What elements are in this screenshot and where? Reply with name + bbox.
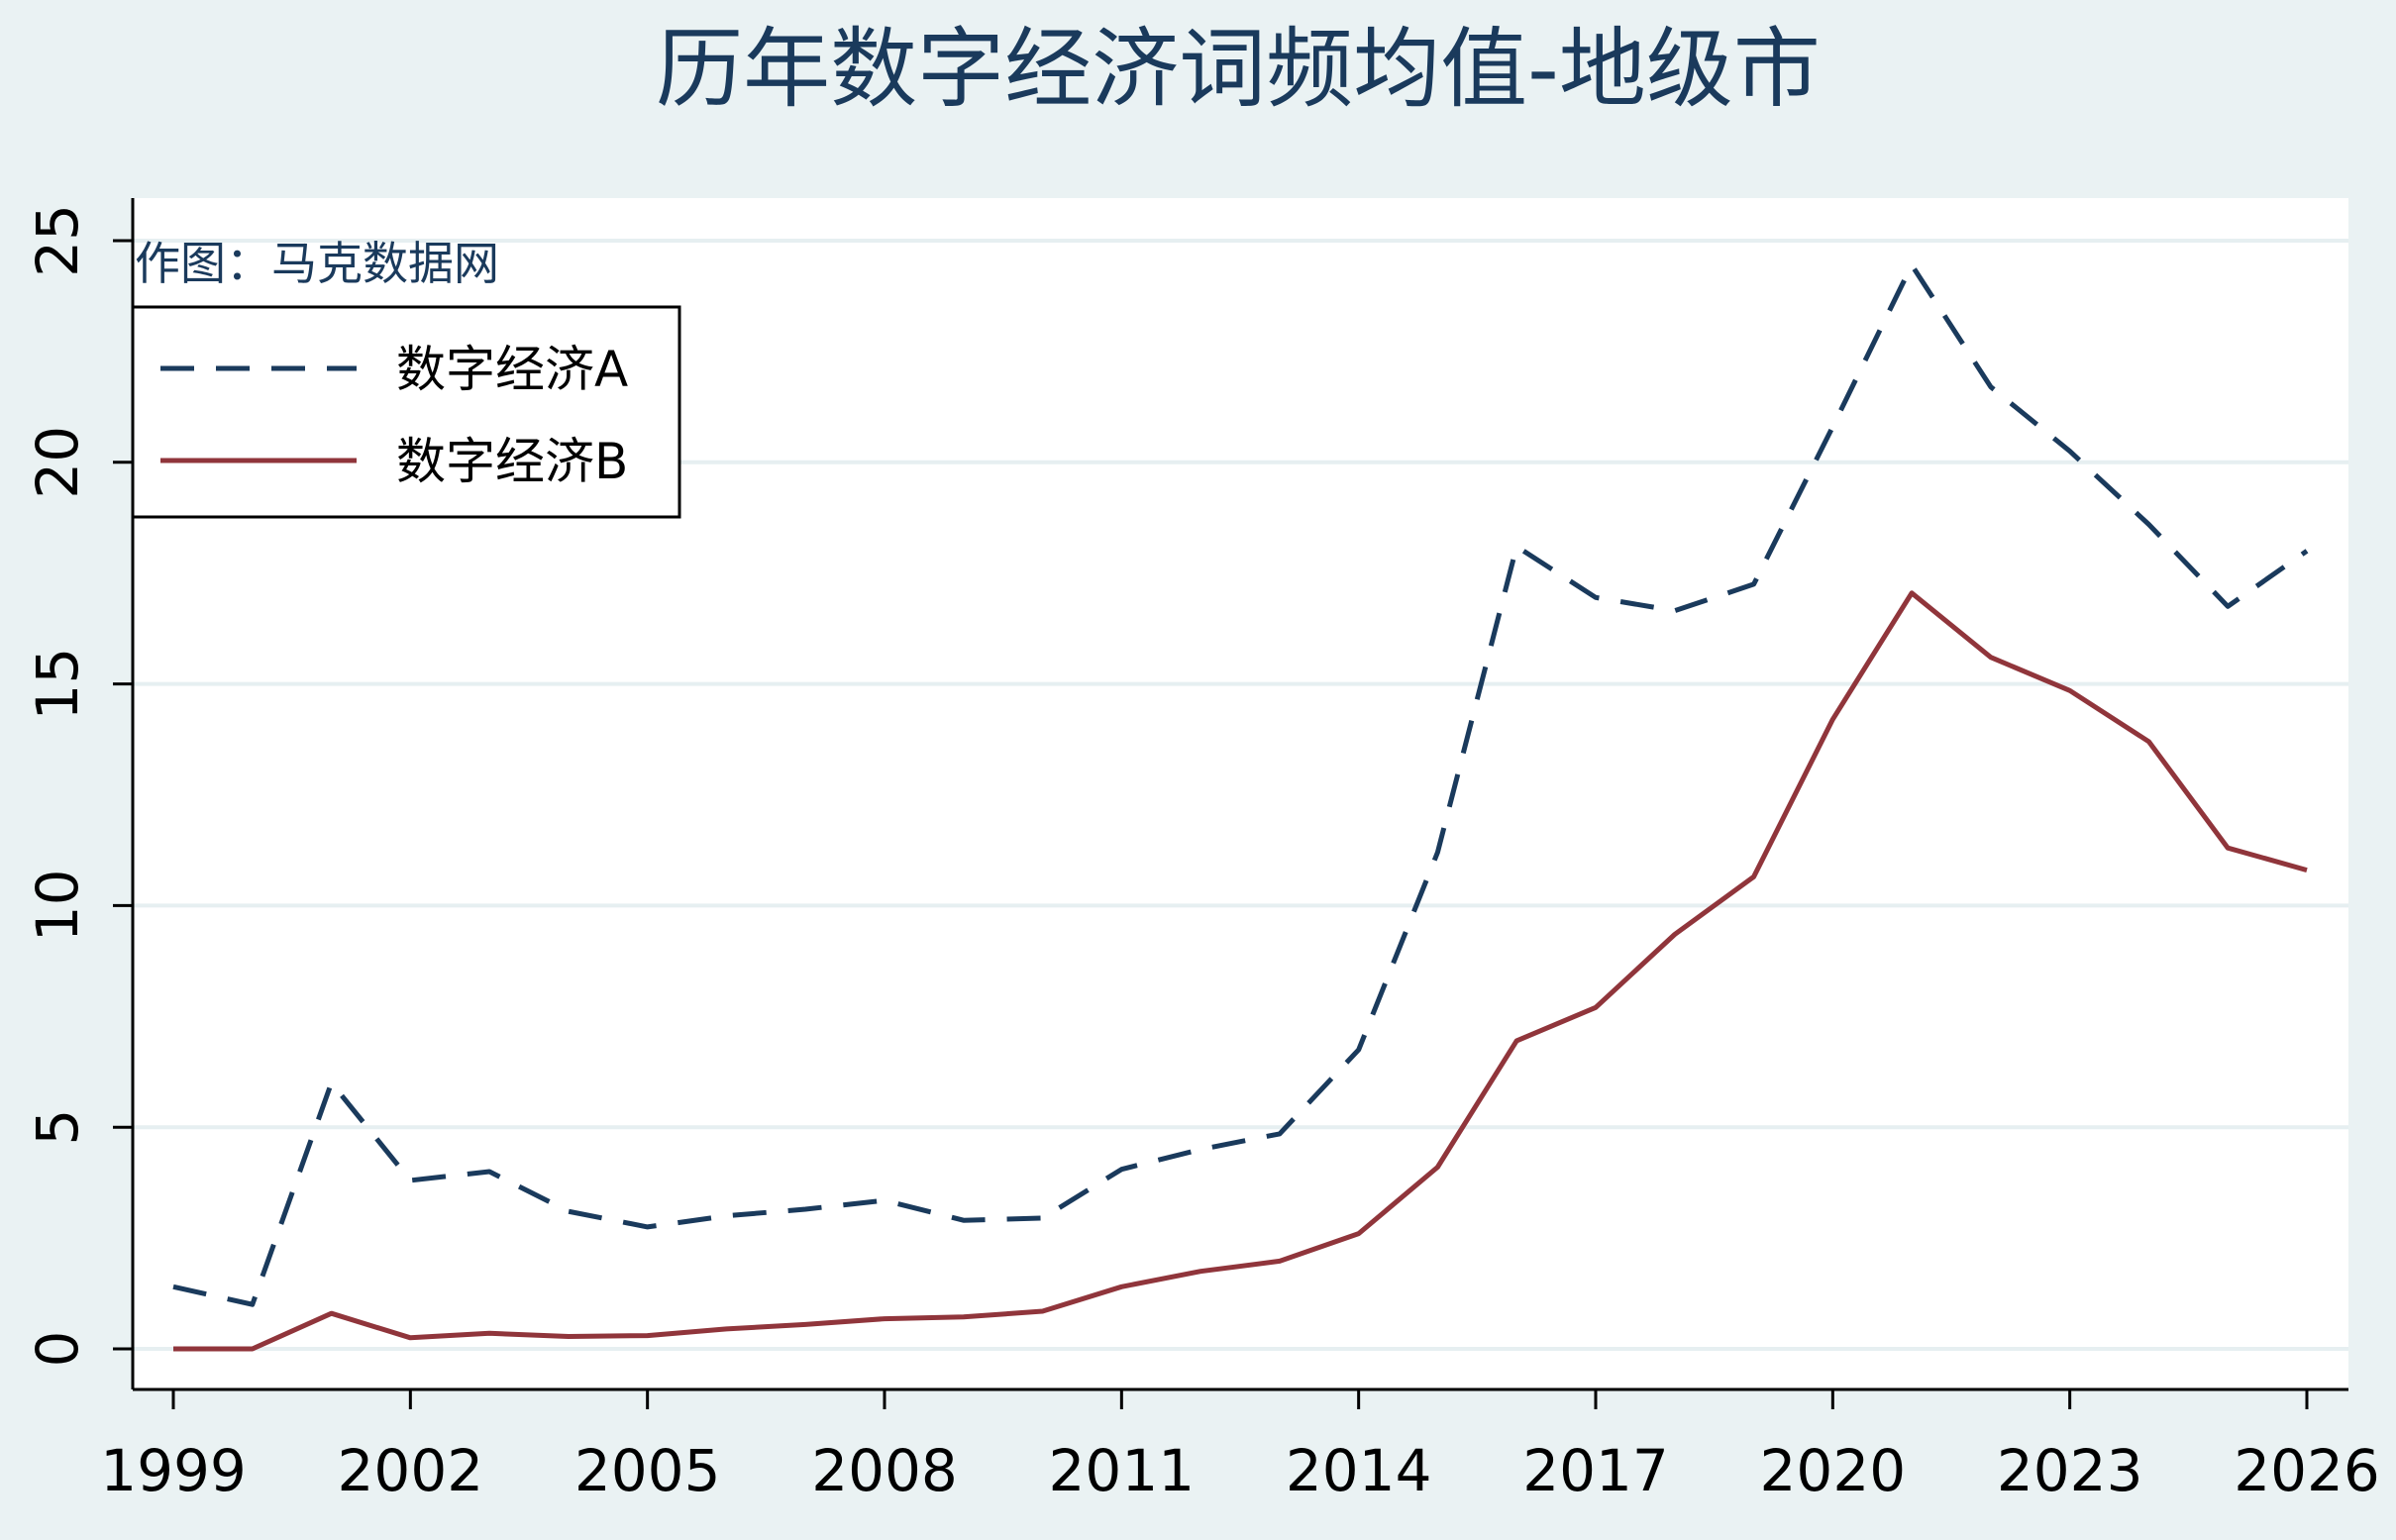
chart-title: 历年数字经济词频均值-地级市 [656, 18, 1821, 120]
series-lines [172, 262, 2309, 1352]
axes: 0 5 10 15 20 25 1999 2002 2005 2008 2011 2014 2017 20… [24, 198, 2380, 1504]
x-tick-label: 2008 [811, 1437, 958, 1504]
x-tick-label: 2017 [1522, 1437, 1669, 1504]
y-tick-label: 15 [24, 648, 91, 721]
x-tick-label: 2014 [1286, 1437, 1432, 1504]
y-tick-label: 0 [24, 1331, 91, 1368]
y-tick-label: 25 [24, 204, 91, 277]
x-tick-label: 2026 [2234, 1437, 2380, 1504]
x-tick-label: 2023 [1997, 1437, 2143, 1504]
legend-label-2: 数字经济B [396, 433, 628, 490]
x-tick-label: 2005 [574, 1437, 721, 1504]
series-line-2 [173, 590, 2308, 1352]
legend-label-1: 数字经济A [396, 341, 628, 398]
y-tick-label: 10 [24, 869, 91, 942]
legend: 数字经济A 数字经济B [131, 305, 681, 519]
y-tick-label: 20 [24, 426, 91, 499]
x-tick-label: 1999 [100, 1437, 247, 1504]
gridlines [133, 239, 2348, 1351]
x-tick-label: 2011 [1049, 1437, 1196, 1504]
y-tick-label: 5 [24, 1109, 91, 1146]
series-line-1 [172, 262, 2309, 1307]
legend-box [131, 305, 681, 519]
x-tick-label: 2020 [1760, 1437, 1907, 1504]
x-tick-label: 2002 [338, 1437, 484, 1504]
chart-annotation: 作图：马克数据网 [135, 237, 499, 290]
